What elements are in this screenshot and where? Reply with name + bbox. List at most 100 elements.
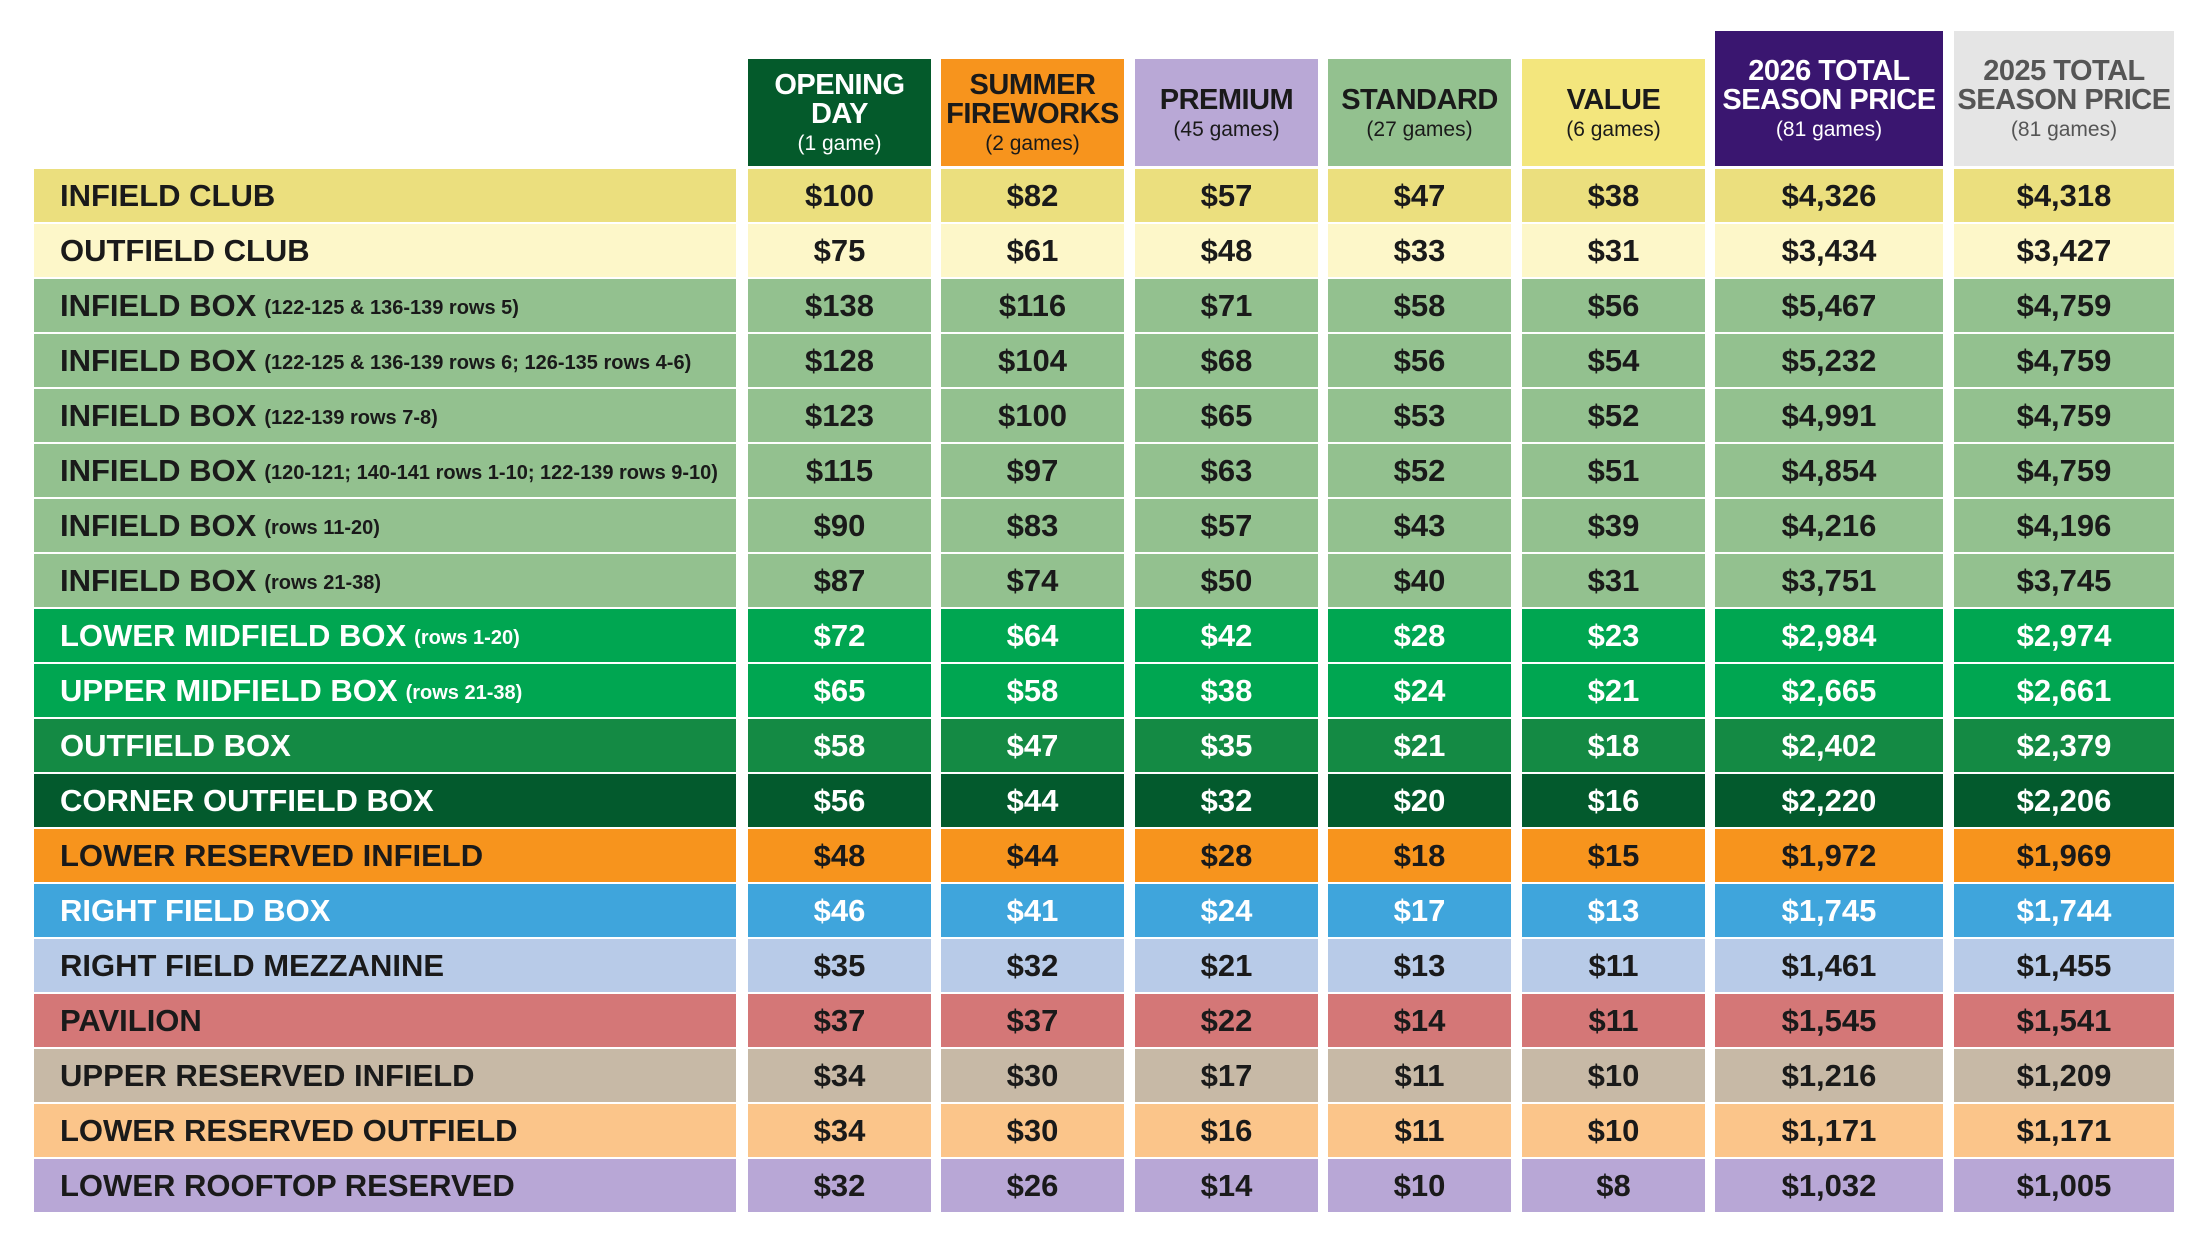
price-cell: $57 bbox=[1135, 169, 1318, 222]
header-subtitle: (81 games) bbox=[1775, 118, 1883, 141]
price-cell: $28 bbox=[1135, 829, 1318, 882]
price-cell: $30 bbox=[941, 1049, 1124, 1102]
price-cell: $4,991 bbox=[1715, 389, 1943, 442]
section-label: INFIELD BOX (122-125 & 136-139 rows 5) bbox=[34, 279, 736, 332]
price-cell: $87 bbox=[748, 554, 931, 607]
price-cell: $22 bbox=[1135, 994, 1318, 1047]
price-cell: $52 bbox=[1522, 389, 1705, 442]
price-cell: $2,206 bbox=[1954, 774, 2174, 827]
price-cell: $71 bbox=[1135, 279, 1318, 332]
price-cell: $43 bbox=[1328, 499, 1511, 552]
price-cell: $1,461 bbox=[1715, 939, 1943, 992]
price-cell: $21 bbox=[1328, 719, 1511, 772]
section-name: INFIELD BOX bbox=[60, 287, 257, 323]
price-cell: $34 bbox=[748, 1049, 931, 1102]
price-cell: $16 bbox=[1135, 1104, 1318, 1157]
price-cell: $128 bbox=[748, 334, 931, 387]
section-label: OUTFIELD CLUB bbox=[34, 224, 736, 277]
section-label: LOWER RESERVED OUTFIELD bbox=[34, 1104, 736, 1157]
price-cell: $2,661 bbox=[1954, 664, 2174, 717]
price-cell: $52 bbox=[1328, 444, 1511, 497]
price-cell: $75 bbox=[748, 224, 931, 277]
price-cell: $32 bbox=[941, 939, 1124, 992]
price-cell: $11 bbox=[1522, 994, 1705, 1047]
section-name: INFIELD CLUB bbox=[60, 177, 276, 213]
price-cell: $23 bbox=[1522, 609, 1705, 662]
price-cell: $123 bbox=[748, 389, 931, 442]
price-cell: $17 bbox=[1135, 1049, 1318, 1102]
price-cell: $4,196 bbox=[1954, 499, 2174, 552]
price-cell: $2,220 bbox=[1715, 774, 1943, 827]
price-cell: $138 bbox=[748, 279, 931, 332]
section-name: RIGHT FIELD MEZZANINE bbox=[60, 947, 445, 983]
section-name: UPPER MIDFIELD BOX bbox=[60, 672, 398, 708]
price-cell: $28 bbox=[1328, 609, 1511, 662]
price-cell: $1,171 bbox=[1715, 1104, 1943, 1157]
section-name: OUTFIELD BOX bbox=[60, 727, 291, 763]
price-cell: $37 bbox=[941, 994, 1124, 1047]
column-header: 2026 TOTAL SEASON PRICE (81 games) bbox=[1715, 31, 1943, 166]
price-cell: $2,974 bbox=[1954, 609, 2174, 662]
price-cell: $58 bbox=[748, 719, 931, 772]
price-cell: $20 bbox=[1328, 774, 1511, 827]
price-cell: $14 bbox=[1328, 994, 1511, 1047]
price-cell: $64 bbox=[941, 609, 1124, 662]
section-label: INFIELD BOX (120-121; 140-141 rows 1-10; … bbox=[34, 444, 736, 497]
price-cell: $10 bbox=[1522, 1104, 1705, 1157]
header-title: STANDARD bbox=[1341, 83, 1498, 116]
section-name: INFIELD BOX bbox=[60, 562, 257, 598]
price-cell: $1,209 bbox=[1954, 1049, 2174, 1102]
header-subtitle: (27 games) bbox=[1366, 117, 1473, 141]
section-label: INFIELD CLUB bbox=[34, 169, 736, 222]
section-detail: (122-125 & 136-139 rows 5) bbox=[264, 297, 519, 319]
price-cell: $3,745 bbox=[1954, 554, 2174, 607]
price-cell: $47 bbox=[1328, 169, 1511, 222]
price-cell: $31 bbox=[1522, 554, 1705, 607]
section-label: RIGHT FIELD BOX bbox=[34, 884, 736, 937]
price-cell: $115 bbox=[748, 444, 931, 497]
price-cell: $3,434 bbox=[1715, 224, 1943, 277]
price-cell: $15 bbox=[1522, 829, 1705, 882]
section-label: INFIELD BOX (rows 21-38) bbox=[34, 554, 736, 607]
price-cell: $2,665 bbox=[1715, 664, 1943, 717]
section-name: INFIELD BOX bbox=[60, 397, 257, 433]
price-cell: $48 bbox=[748, 829, 931, 882]
price-cell: $41 bbox=[941, 884, 1124, 937]
price-cell: $16 bbox=[1522, 774, 1705, 827]
price-cell: $18 bbox=[1328, 829, 1511, 882]
price-cell: $2,402 bbox=[1715, 719, 1943, 772]
price-cell: $17 bbox=[1328, 884, 1511, 937]
price-cell: $31 bbox=[1522, 224, 1705, 277]
price-cell: $13 bbox=[1328, 939, 1511, 992]
price-cell: $11 bbox=[1328, 1049, 1511, 1102]
price-cell: $30 bbox=[941, 1104, 1124, 1157]
price-cell: $2,379 bbox=[1954, 719, 2174, 772]
price-cell: $83 bbox=[941, 499, 1124, 552]
header-subtitle: (1 game) bbox=[797, 132, 882, 155]
price-cell: $44 bbox=[941, 774, 1124, 827]
price-cell: $14 bbox=[1135, 1159, 1318, 1212]
section-label: LOWER ROOFTOP RESERVED bbox=[34, 1159, 736, 1212]
price-cell: $1,969 bbox=[1954, 829, 2174, 882]
price-cell: $116 bbox=[941, 279, 1124, 332]
section-name: CORNER OUTFIELD BOX bbox=[60, 782, 434, 818]
section-label: LOWER RESERVED INFIELD bbox=[34, 829, 736, 882]
price-cell: $38 bbox=[1522, 169, 1705, 222]
price-cell: $65 bbox=[748, 664, 931, 717]
price-cell: $46 bbox=[748, 884, 931, 937]
price-cell: $1,171 bbox=[1954, 1104, 2174, 1157]
section-detail: (rows 21-38) bbox=[264, 572, 382, 594]
price-cell: $1,005 bbox=[1954, 1159, 2174, 1212]
section-name: INFIELD BOX bbox=[60, 452, 257, 488]
header-subtitle: (45 games) bbox=[1173, 117, 1280, 141]
price-cell: $1,744 bbox=[1954, 884, 2174, 937]
price-cell: $100 bbox=[941, 389, 1124, 442]
section-name: LOWER MIDFIELD BOX bbox=[60, 617, 407, 653]
header-subtitle: (81 games) bbox=[2010, 118, 2118, 141]
price-cell: $68 bbox=[1135, 334, 1318, 387]
price-cell: $11 bbox=[1522, 939, 1705, 992]
price-cell: $40 bbox=[1328, 554, 1511, 607]
price-cell: $1,032 bbox=[1715, 1159, 1943, 1212]
price-cell: $53 bbox=[1328, 389, 1511, 442]
price-cell: $4,326 bbox=[1715, 169, 1943, 222]
